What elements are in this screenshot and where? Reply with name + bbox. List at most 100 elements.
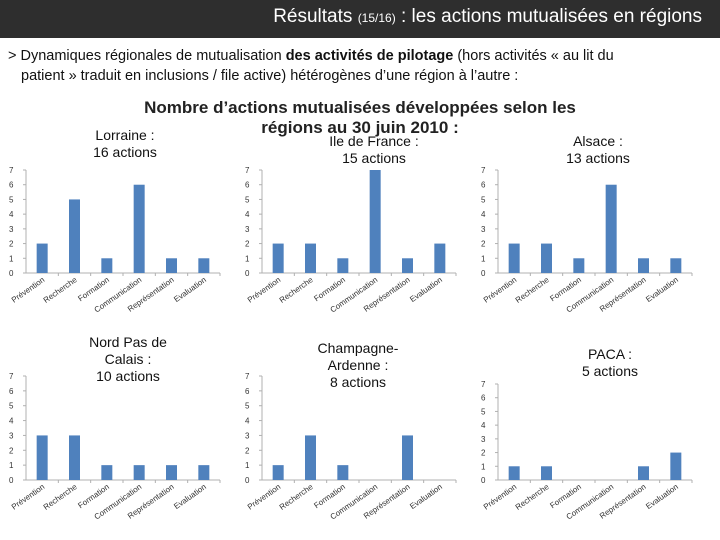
bar bbox=[272, 243, 284, 273]
y-tick-label: 0 bbox=[9, 476, 14, 485]
y-tick-label: 6 bbox=[9, 387, 14, 396]
region-total: 8 actions bbox=[329, 374, 387, 390]
bar bbox=[198, 258, 210, 273]
x-tick-label: Recherche bbox=[42, 482, 79, 512]
x-tick-label: Evaluation bbox=[172, 482, 208, 511]
intro-text: > Dynamiques régionales de mutualisation… bbox=[8, 46, 708, 86]
y-tick-label: 6 bbox=[245, 181, 250, 190]
bar bbox=[69, 435, 80, 480]
bar bbox=[198, 465, 210, 480]
region-name: Alsace : bbox=[573, 133, 623, 149]
bar bbox=[402, 258, 413, 273]
y-tick-label: 4 bbox=[481, 210, 486, 219]
y-tick-label: 3 bbox=[9, 431, 14, 440]
intro-line1-rest: (hors activités « au lit du bbox=[453, 48, 614, 64]
y-tick-label: 5 bbox=[481, 195, 486, 204]
y-tick-label: 7 bbox=[9, 166, 14, 175]
region-name: Nord Pas de Calais : bbox=[89, 334, 167, 367]
bar bbox=[166, 258, 177, 273]
main-title-line1: Nombre d’actions mutualisées développées… bbox=[144, 98, 576, 117]
region-title-paca: PACA : 5 actions bbox=[550, 346, 670, 380]
bar-chart: 01234567PréventionRechercheFormationComm… bbox=[481, 166, 693, 315]
bar bbox=[670, 258, 682, 273]
bar bbox=[133, 184, 145, 273]
y-tick-label: 4 bbox=[245, 210, 250, 219]
y-tick-label: 5 bbox=[245, 402, 250, 411]
y-tick-label: 0 bbox=[245, 269, 250, 278]
intro-line2: patient » traduit en inclusions / file a… bbox=[21, 68, 519, 84]
y-tick-label: 5 bbox=[9, 195, 14, 204]
x-tick-label: Prévention bbox=[482, 275, 518, 304]
y-tick-label: 3 bbox=[245, 225, 250, 234]
region-title-lorraine: Lorraine : 16 actions bbox=[60, 127, 190, 161]
title-main: Résultats bbox=[273, 6, 353, 27]
bar bbox=[638, 466, 649, 480]
y-tick-label: 2 bbox=[9, 240, 14, 249]
y-tick-label: 7 bbox=[9, 372, 14, 381]
x-tick-label: Recherche bbox=[514, 482, 551, 512]
bar bbox=[434, 243, 446, 273]
y-tick-label: 6 bbox=[481, 394, 486, 403]
y-tick-label: 3 bbox=[481, 225, 486, 234]
y-tick-label: 6 bbox=[245, 387, 250, 396]
x-tick-label: Recherche bbox=[278, 275, 315, 305]
bar bbox=[101, 258, 113, 273]
bar bbox=[541, 466, 552, 480]
y-tick-label: 2 bbox=[481, 240, 486, 249]
y-tick-label: 7 bbox=[481, 166, 486, 175]
x-tick-label: Prévention bbox=[10, 275, 46, 304]
bar bbox=[69, 199, 80, 273]
bar bbox=[670, 452, 682, 480]
bar bbox=[305, 243, 316, 273]
y-tick-label: 1 bbox=[245, 254, 250, 263]
y-tick-label: 2 bbox=[481, 449, 486, 458]
region-total: 13 actions bbox=[566, 150, 630, 166]
y-tick-label: 7 bbox=[245, 166, 250, 175]
bar bbox=[605, 184, 617, 273]
region-title-ile-de-france: Ile de France : 15 actions bbox=[304, 133, 444, 167]
region-title-alsace: Alsace : 13 actions bbox=[533, 133, 663, 167]
y-tick-label: 2 bbox=[245, 446, 250, 455]
y-tick-label: 4 bbox=[245, 417, 250, 426]
y-tick-label: 7 bbox=[481, 380, 486, 389]
bar-chart: 01234567PréventionRechercheFormationComm… bbox=[245, 166, 457, 315]
x-tick-label: Evaluation bbox=[172, 275, 208, 304]
y-tick-label: 0 bbox=[245, 476, 250, 485]
bar bbox=[541, 243, 552, 273]
y-tick-label: 5 bbox=[245, 195, 250, 204]
y-tick-label: 4 bbox=[481, 421, 486, 430]
x-tick-label: Evaluation bbox=[644, 275, 680, 304]
bar bbox=[638, 258, 649, 273]
x-tick-label: Recherche bbox=[514, 275, 551, 305]
main-title-line2: régions au 30 juin 2010 : bbox=[261, 118, 459, 137]
main-chart-title: Nombre d’actions mutualisées développées… bbox=[110, 98, 610, 138]
region-total: 5 actions bbox=[581, 363, 639, 379]
bar bbox=[272, 465, 284, 480]
bar bbox=[402, 435, 413, 480]
bar bbox=[508, 243, 520, 273]
y-tick-label: 5 bbox=[481, 407, 486, 416]
y-tick-label: 0 bbox=[481, 269, 486, 278]
y-tick-label: 1 bbox=[481, 462, 486, 471]
region-name: PACA : bbox=[587, 346, 633, 362]
intro-bold: des activités de pilotage bbox=[285, 48, 454, 64]
region-name: Lorraine : bbox=[95, 127, 155, 143]
y-tick-label: 6 bbox=[481, 181, 486, 190]
bar bbox=[337, 465, 349, 480]
y-tick-label: 2 bbox=[9, 446, 14, 455]
y-tick-label: 3 bbox=[481, 435, 486, 444]
region-total: 16 actions bbox=[93, 144, 157, 160]
bar bbox=[337, 258, 349, 273]
region-name: Ile de France : bbox=[329, 133, 419, 149]
bar-chart: 01234567PréventionRechercheFormationComm… bbox=[481, 380, 693, 522]
y-tick-label: 3 bbox=[245, 431, 250, 440]
intro-prefix: > Dynamiques régionales de mutualisation bbox=[8, 48, 286, 64]
y-tick-label: 4 bbox=[9, 210, 14, 219]
y-tick-label: 0 bbox=[481, 476, 486, 485]
x-tick-label: Recherche bbox=[42, 275, 79, 305]
y-tick-label: 1 bbox=[9, 254, 14, 263]
region-name: Champagne-Ardenne : bbox=[317, 340, 399, 373]
y-tick-label: 5 bbox=[9, 402, 14, 411]
bar bbox=[166, 465, 177, 480]
